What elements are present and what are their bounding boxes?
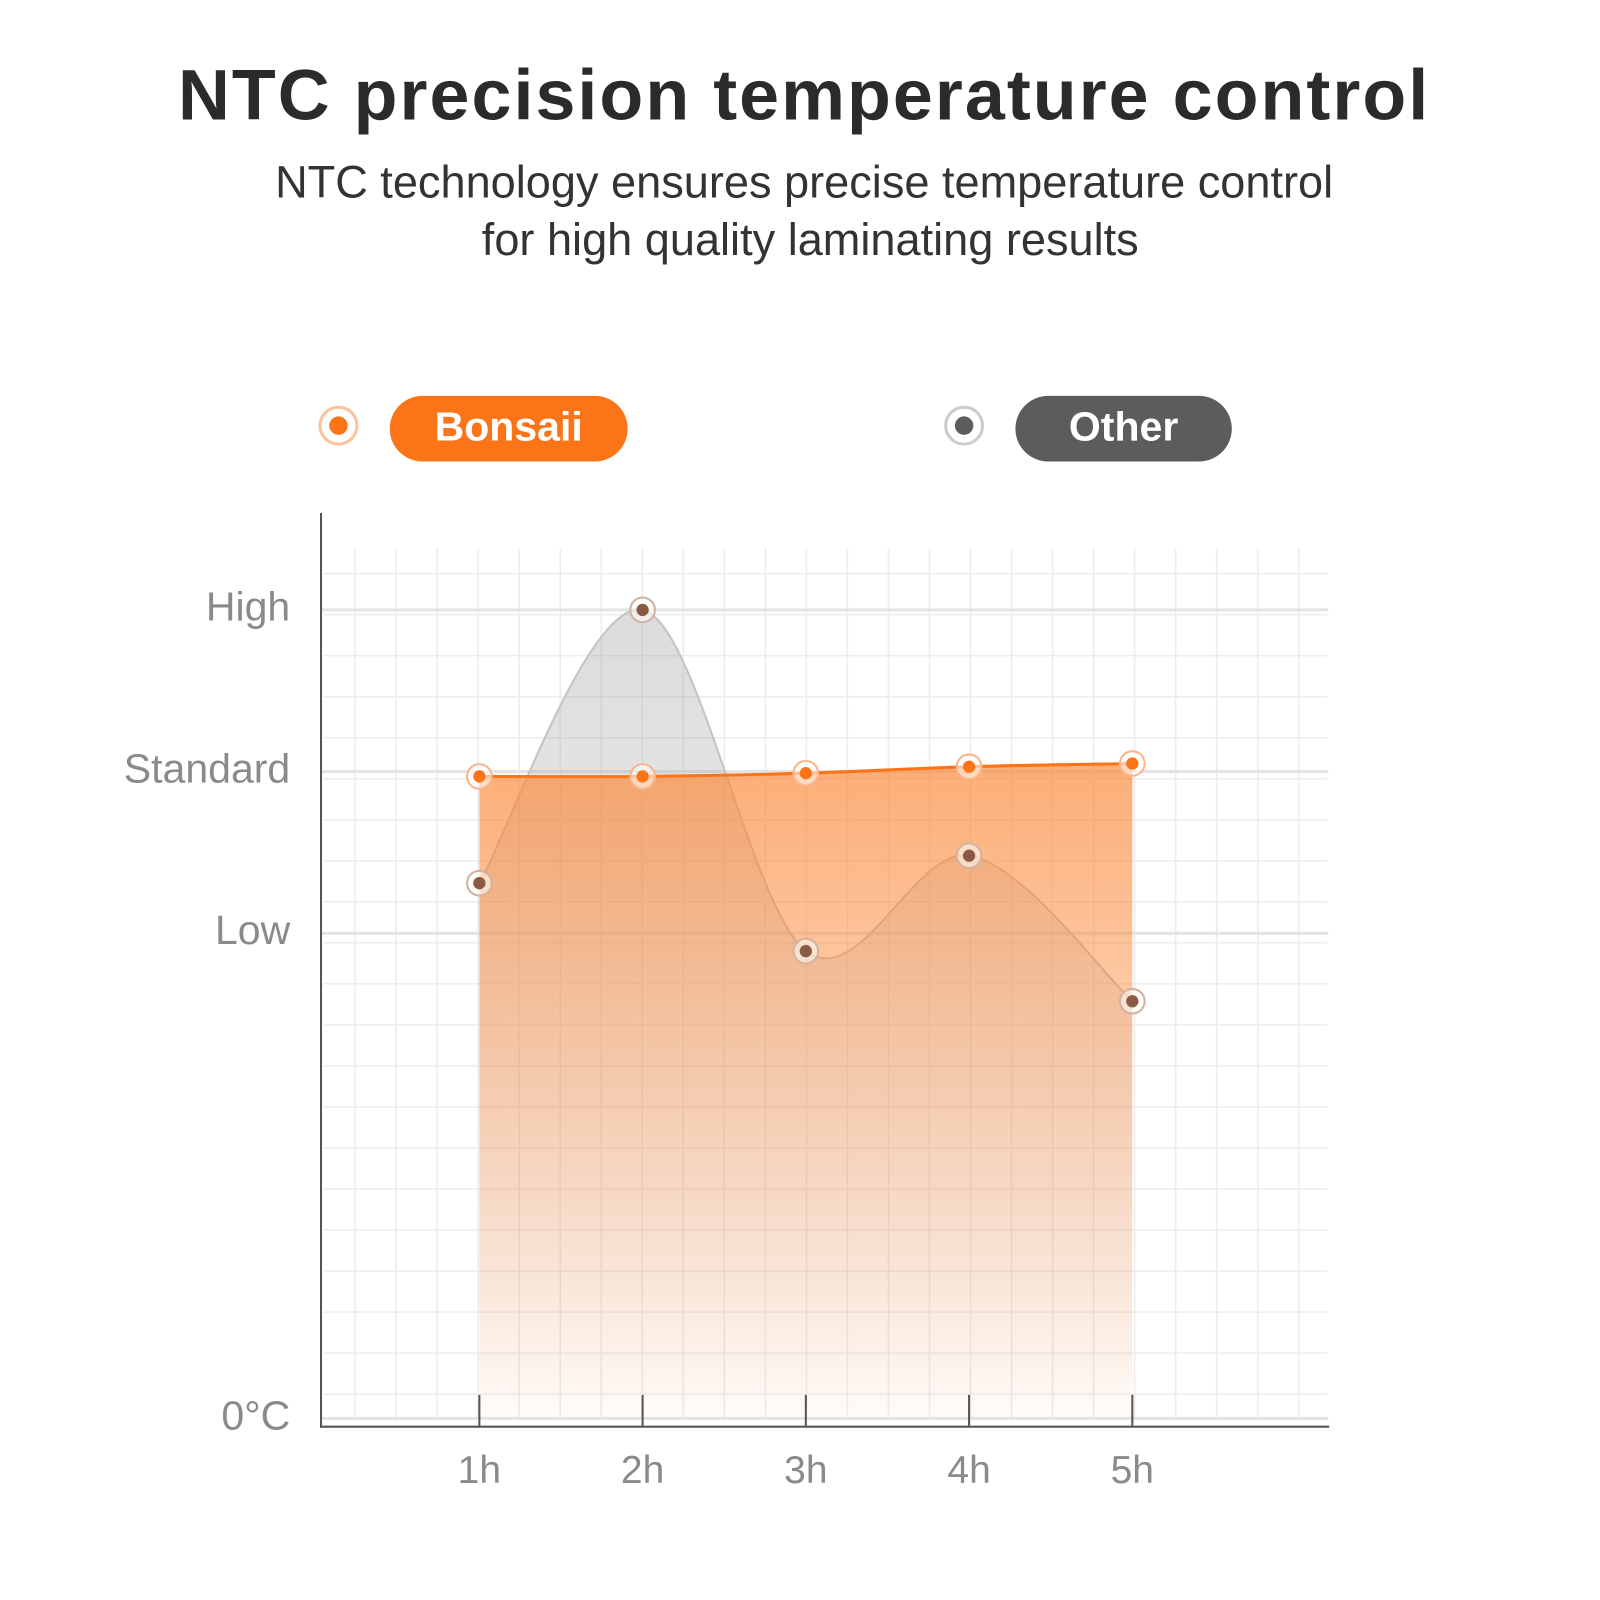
title: NTC precision temperature control: [178, 55, 1430, 135]
point-dot: [962, 849, 976, 862]
x-tick-label: 5h: [1111, 1449, 1154, 1492]
point-dot: [1126, 995, 1139, 1008]
y-tick-label: Standard: [124, 745, 290, 791]
point-dot: [473, 770, 486, 783]
point-dot: [636, 770, 649, 783]
point: [792, 759, 820, 787]
point: [466, 869, 493, 897]
legend-pill: [389, 395, 628, 462]
point: [1118, 987, 1146, 1015]
point: [466, 763, 493, 790]
point-dot: [1126, 757, 1139, 770]
y-tick-label: Low: [215, 907, 291, 953]
x-tick-label: 3h: [784, 1449, 827, 1492]
x-tick-label: 2h: [621, 1449, 664, 1492]
subtitle: NTC technology ensures precise temperatu…: [275, 157, 1333, 208]
point: [629, 596, 656, 624]
point: [629, 763, 656, 790]
point: [955, 753, 983, 781]
area: [479, 763, 1133, 1419]
legend-label: Bonsaii: [435, 404, 583, 450]
subtitle: for high quality laminating results: [482, 214, 1139, 265]
y-tick-label: High: [206, 584, 290, 630]
point: [1118, 750, 1146, 777]
legend-label: Other: [1069, 404, 1178, 450]
legend-dot: [329, 416, 348, 435]
point-dot: [473, 877, 486, 890]
point-dot: [636, 603, 649, 617]
point: [955, 842, 983, 870]
point: [792, 937, 820, 965]
point-dot: [799, 944, 812, 958]
y-tick-label: 0°C: [221, 1392, 290, 1438]
x-tick-label: 4h: [947, 1449, 990, 1492]
point-dot: [799, 767, 812, 780]
plot: [466, 596, 1146, 1015]
x-tick-label: 1h: [458, 1449, 501, 1492]
point-dot: [962, 760, 976, 773]
legend-dot: [954, 416, 974, 435]
legend-pill: [1015, 395, 1232, 462]
